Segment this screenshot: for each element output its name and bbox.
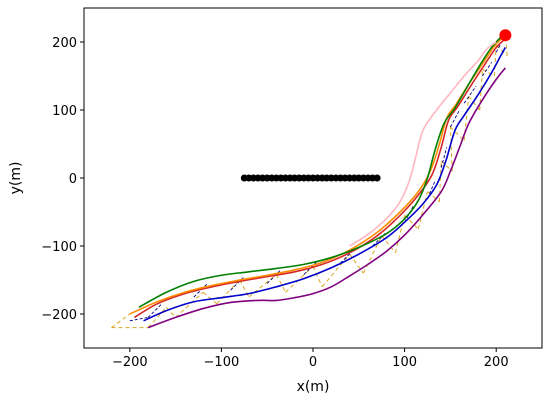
dashed-segment-blue-0	[129, 316, 149, 322]
dashed-segment-blue-5	[303, 260, 318, 275]
series-line-5	[349, 41, 497, 247]
dashed-segment-orange-11	[312, 266, 323, 288]
x-tick-label-1: −100	[204, 355, 240, 370]
x-tick-label-4: 200	[484, 355, 509, 370]
dashed-segment-orange-5	[202, 291, 218, 305]
series-line-0	[147, 67, 506, 329]
dashed-segment-orange-12	[321, 253, 351, 288]
x-tick-label-3: 100	[392, 355, 417, 370]
goal-point	[499, 29, 512, 42]
x-axis-label: x(m)	[297, 379, 330, 395]
dashed-segment-orange-3	[166, 306, 176, 318]
series-line-1	[143, 47, 507, 322]
dashed-segment-orange-1	[111, 313, 131, 329]
dashed-segment-blue-9	[427, 181, 436, 199]
dashed-segment-blue-10	[440, 147, 448, 168]
y-tick-label-1: −100	[41, 240, 77, 255]
dashed-segment-orange-2	[147, 306, 167, 328]
dashed-segment-blue-8	[404, 204, 415, 223]
y-tick-label-3: 100	[52, 104, 77, 119]
y-tick-label-2: 0	[69, 172, 77, 187]
dashed-segment-blue-14	[495, 41, 503, 53]
dashed-segment-orange-4	[175, 291, 204, 318]
dashed-segment-blue-13	[482, 62, 492, 77]
y-axis-label: y(m)	[8, 162, 24, 195]
dashed-segment-blue-12	[463, 85, 477, 104]
dashed-segment-orange-6	[216, 279, 241, 305]
dashed-segment-orange-22	[449, 126, 453, 172]
x-tick-label-2: 0	[309, 355, 317, 370]
dashed-segment-orange-29	[495, 45, 508, 56]
y-tick-label-0: −200	[41, 308, 77, 323]
axis-ticks: −200 −100 0 100 200 −200 −100 0 100 200	[41, 36, 508, 370]
dashed-segment-orange-10	[285, 266, 314, 293]
x-tick-label-0: −200	[112, 355, 148, 370]
dashed-segment-orange-9	[275, 274, 286, 293]
dashed-segment-blue-1	[147, 303, 163, 318]
dashed-segment-orange-23	[450, 126, 465, 141]
dashed-segment-blue-4	[266, 269, 282, 284]
obstacle-point-29	[373, 174, 381, 182]
series-line-4	[138, 36, 502, 308]
dashed-segment-orange-28	[493, 45, 497, 77]
dashed-segment-orange-27	[482, 68, 495, 77]
dashed-segment-blue-2	[193, 283, 208, 298]
y-tick-label-4: 200	[52, 36, 77, 51]
plot-area	[111, 35, 508, 329]
dashed-segment-blue-11	[450, 109, 460, 128]
series-line-2	[133, 38, 506, 319]
